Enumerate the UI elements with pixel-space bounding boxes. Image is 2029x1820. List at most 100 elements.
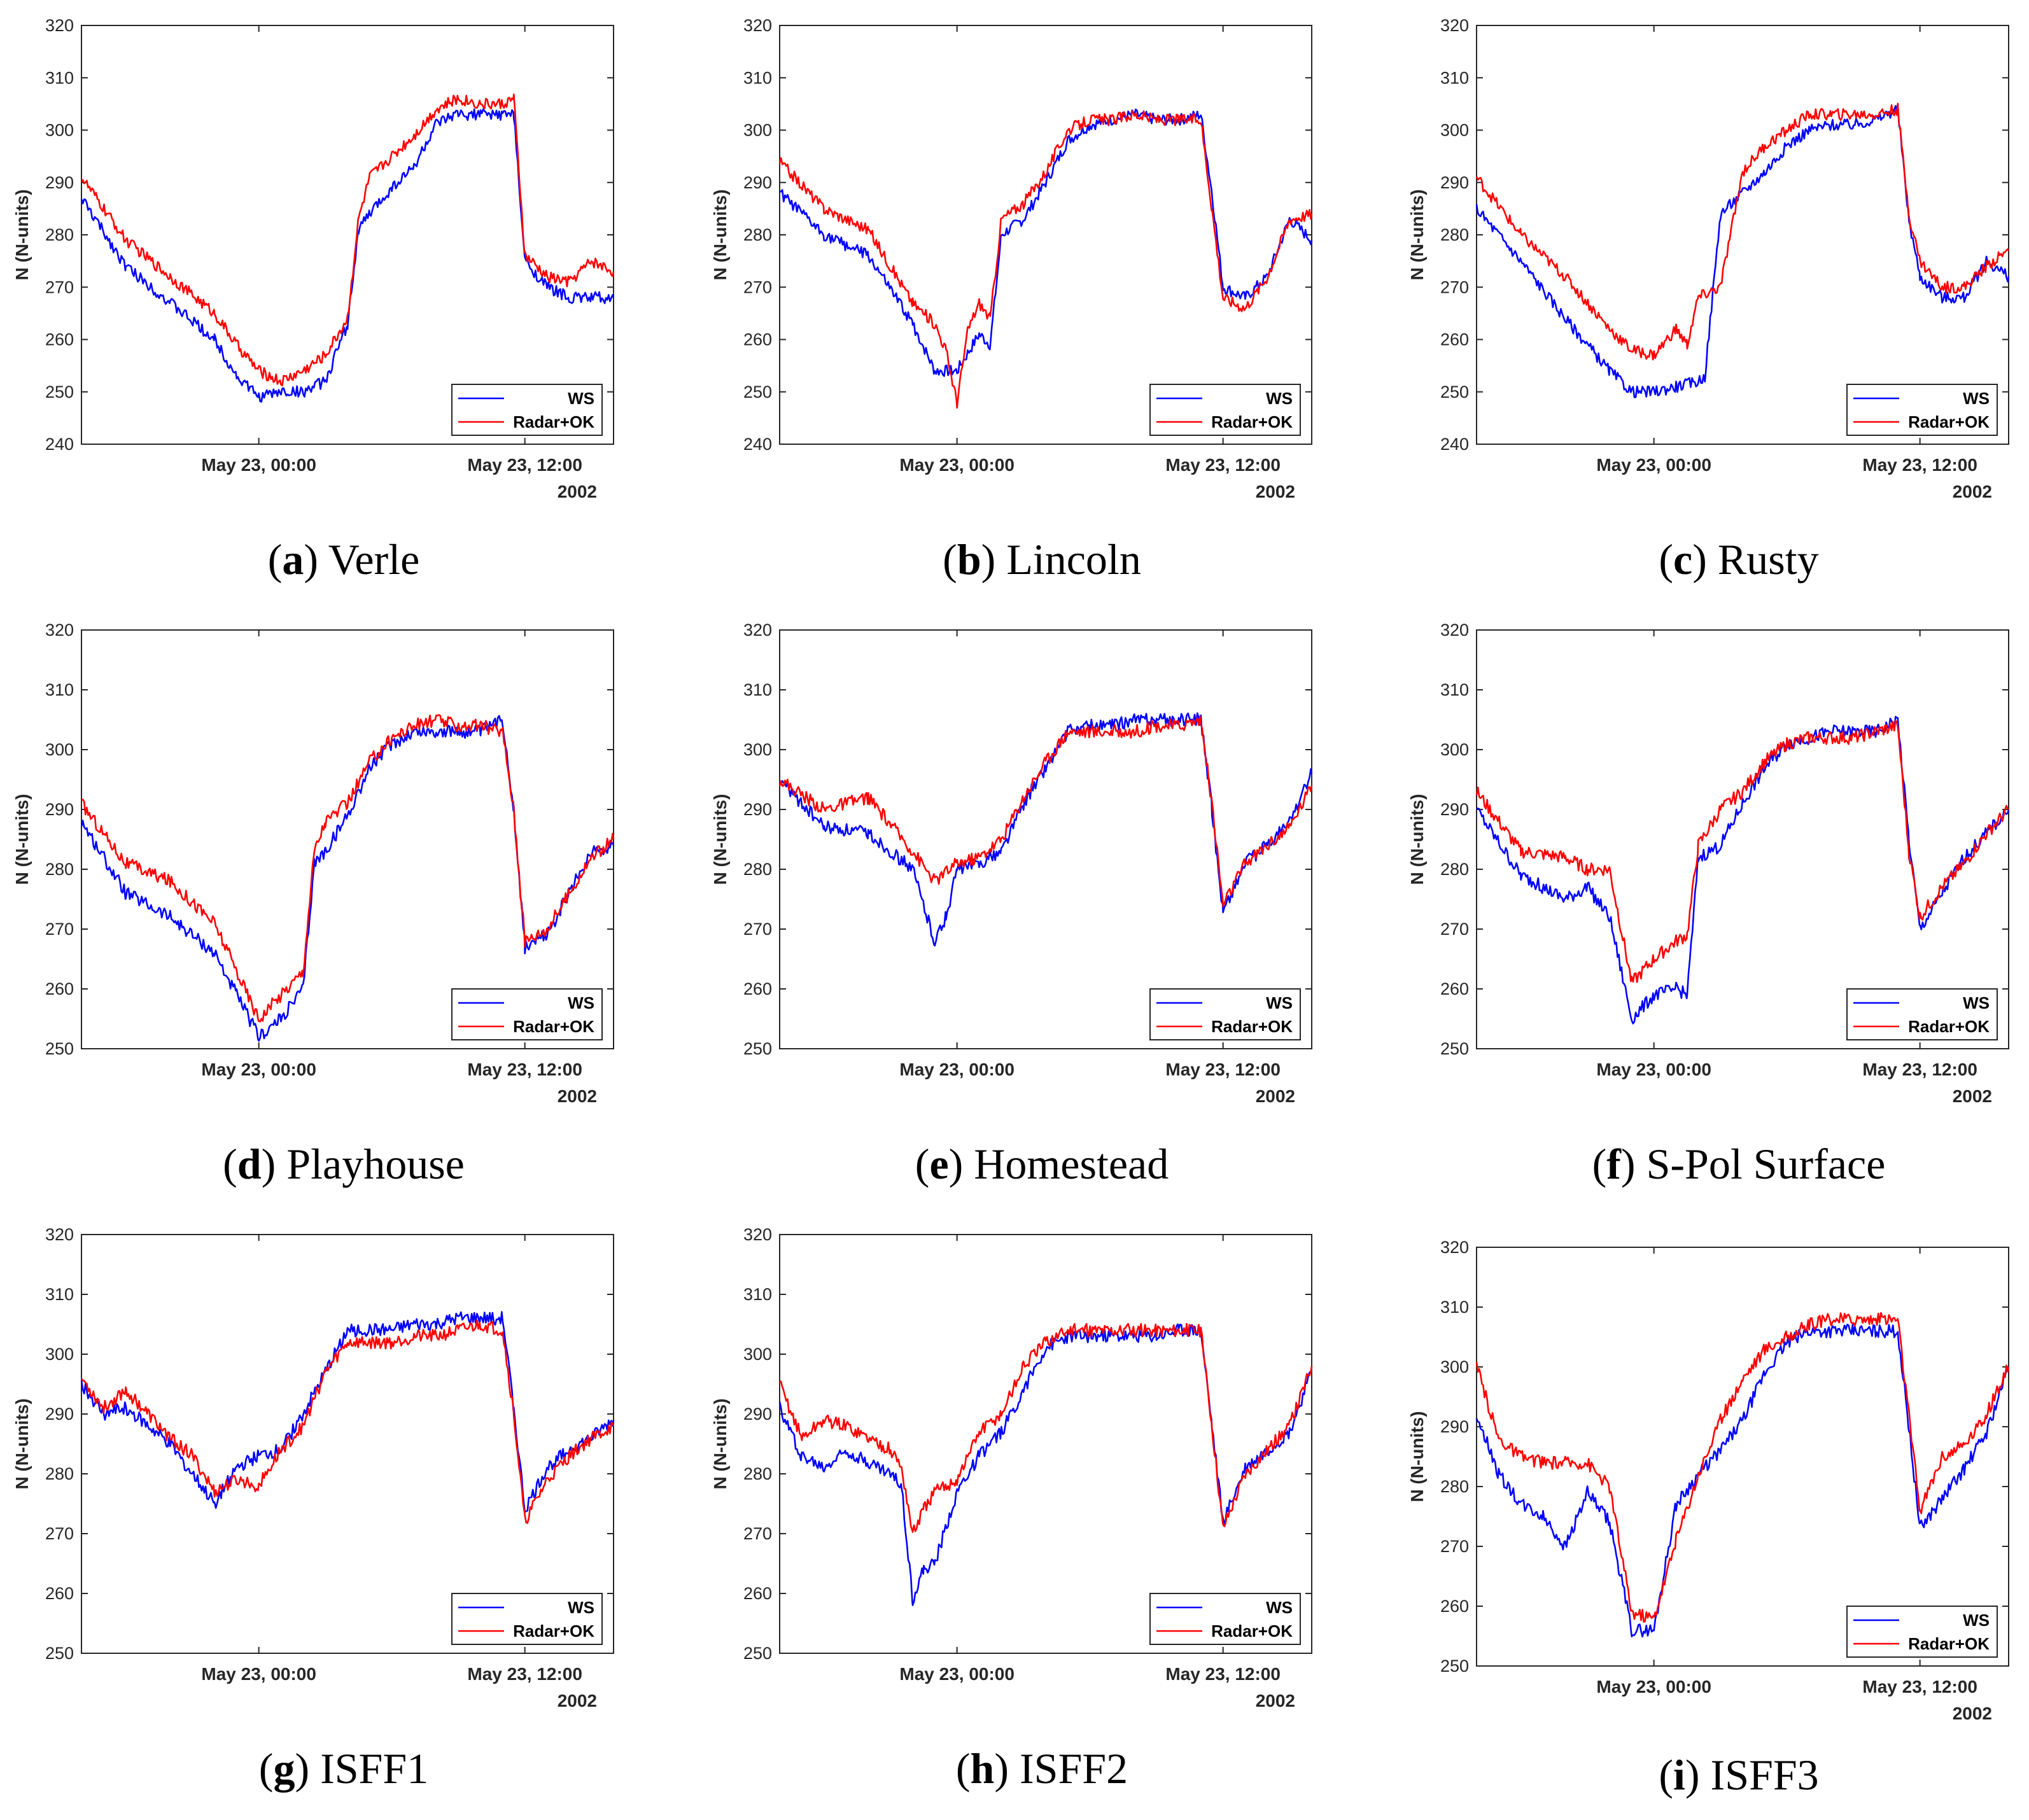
legend: WS Radar+OK [1846,384,1998,436]
x-tick-label: May 23, 12:00 [1862,455,1977,475]
panel-caption: (c) Rusty [1659,535,1819,584]
x-tick-label: May 23, 12:00 [1165,1060,1281,1079]
y-tick-label: 290 [45,1404,74,1424]
y-axis-label: N (N-units) [12,1398,32,1489]
caption-name: Homestead [974,1140,1169,1188]
chart-panel-f: 250 260 270 280 290 300 310 320 May 23, 00:00 May… [1395,605,2029,1203]
plot-area [1476,25,2009,445]
legend: WS Radar+OK [1149,988,1301,1040]
panel-caption: (h) ISFF2 [955,1744,1128,1793]
y-tick-label: 290 [1440,1417,1469,1436]
y-tick-label: 300 [45,1345,74,1364]
caption-letter: g [273,1744,295,1793]
legend: WS Radar+OK [1149,384,1301,436]
y-tick-label: 250 [743,1644,772,1663]
panel-caption: (f) S-Pol Surface [1592,1140,1886,1188]
chart-svg-g: 250 260 270 280 290 300 310 320 May 23, 00:00 May… [12,1225,615,1711]
x-axis-year-label: 2002 [1256,482,1295,501]
series-line-radar-ok [81,714,615,1023]
series-line-ws [1475,103,2010,398]
y-tick-label: 250 [1440,1656,1469,1676]
legend-label: WS [1266,1598,1293,1617]
chart-panel-i: 250 260 270 280 290 300 310 320 May 23, 00:00 May… [1395,1209,2029,1807]
y-tick-label: 310 [1440,680,1469,699]
y-axis-label: N (N-units) [12,794,32,885]
y-tick-label: 310 [1440,68,1469,87]
x-tick-label: May 23, 12:00 [1862,1060,1977,1079]
legend-label: WS [1963,1611,1990,1630]
series-line-radar-ok [779,1322,1313,1533]
x-axis-year-label: 2002 [1256,1691,1295,1711]
y-tick-label: 290 [743,173,772,192]
y-tick-label: 310 [743,1285,772,1304]
series-line-radar-ok [778,110,1313,409]
panel-caption: (a) Verle [267,535,420,584]
y-tick-label: 310 [1440,1298,1469,1317]
chart-panel-g: 250 260 270 280 290 300 310 320 May 23, 00:00 May… [0,1209,634,1807]
y-axis-label: N (N-units) [710,794,730,885]
legend-box [451,988,603,1040]
y-tick-label: 320 [45,620,74,640]
y-tick-label: 250 [1440,1039,1469,1058]
y-tick-label: 300 [1440,740,1469,759]
legend-label: WS [1963,993,1990,1012]
plot-area [81,25,614,445]
caption-name: Playhouse [286,1140,465,1188]
y-tick-label: 320 [1440,620,1469,640]
plot-area [81,629,614,1049]
legend-box [1846,384,1998,436]
legend-label: WS [1266,389,1293,408]
y-tick-label: 280 [45,1464,74,1483]
y-tick-label: 260 [743,979,772,998]
caption-name: Verle [328,535,420,584]
y-tick-label: 270 [45,277,74,297]
y-tick-label: 250 [45,1039,74,1058]
legend-box [451,384,603,436]
legend-box [451,1593,603,1645]
y-tick-label: 310 [743,680,772,699]
x-axis-year-label: 2002 [1953,482,1992,501]
x-tick-label: May 23, 00:00 [899,1060,1014,1079]
chart-svg-c: 240 250 260 270 280 290 300 310 320 May 23, 00:00… [1407,16,2010,501]
series-line-ws [1476,715,2010,1025]
y-tick-label: 280 [743,860,772,879]
series-line-radar-ok [80,93,615,386]
chart-svg-b: 240 250 260 270 280 290 300 310 320 May 23, 00:00… [710,16,1313,501]
y-tick-label: 270 [743,277,772,297]
y-tick-label: 320 [743,16,772,35]
caption-letter: h [970,1744,995,1793]
legend-label: Radar+OK [513,412,594,431]
chart-svg-i: 250 260 270 280 290 300 310 320 May 23, 00:00 May… [1407,1238,2010,1723]
x-tick-label: May 23, 12:00 [1165,1664,1281,1684]
series-line-ws [779,108,1313,377]
legend: WS Radar+OK [451,384,603,436]
caption-letter: a [282,535,304,584]
chart-svg-f: 250 260 270 280 290 300 310 320 May 23, 00:00 May… [1407,620,2010,1106]
legend-label: Radar+OK [1908,412,1990,431]
x-tick-label: May 23, 00:00 [201,1664,316,1684]
legend-box [1149,384,1301,436]
y-tick-label: 320 [743,1225,772,1244]
legend-label: WS [568,1598,594,1617]
x-axis-year-label: 2002 [1953,1704,1992,1723]
x-axis-year-label: 2002 [558,1691,597,1711]
series-line-ws [1475,1324,2009,1638]
series-group [778,108,1313,409]
caption-name: ISFF2 [1020,1744,1128,1793]
y-tick-label: 280 [45,860,74,879]
series-line-radar-ok [778,715,1313,907]
panel-caption: (i) ISFF3 [1659,1751,1819,1799]
y-tick-label: 290 [743,1404,772,1424]
x-tick-label: May 23, 12:00 [467,1664,582,1684]
y-tick-label: 250 [1440,382,1469,402]
panel-caption: (g) ISFF1 [258,1744,429,1793]
legend-label: Radar+OK [1908,1634,1990,1653]
x-axis-year-label: 2002 [558,1086,597,1106]
x-tick-label: May 23, 00:00 [899,1664,1014,1684]
y-tick-label: 250 [45,1644,74,1663]
y-tick-label: 310 [743,68,772,87]
y-tick-label: 260 [1440,979,1469,998]
y-tick-label: 300 [45,740,74,759]
x-tick-label: May 23, 00:00 [201,455,316,475]
series-line-ws [778,712,1313,947]
